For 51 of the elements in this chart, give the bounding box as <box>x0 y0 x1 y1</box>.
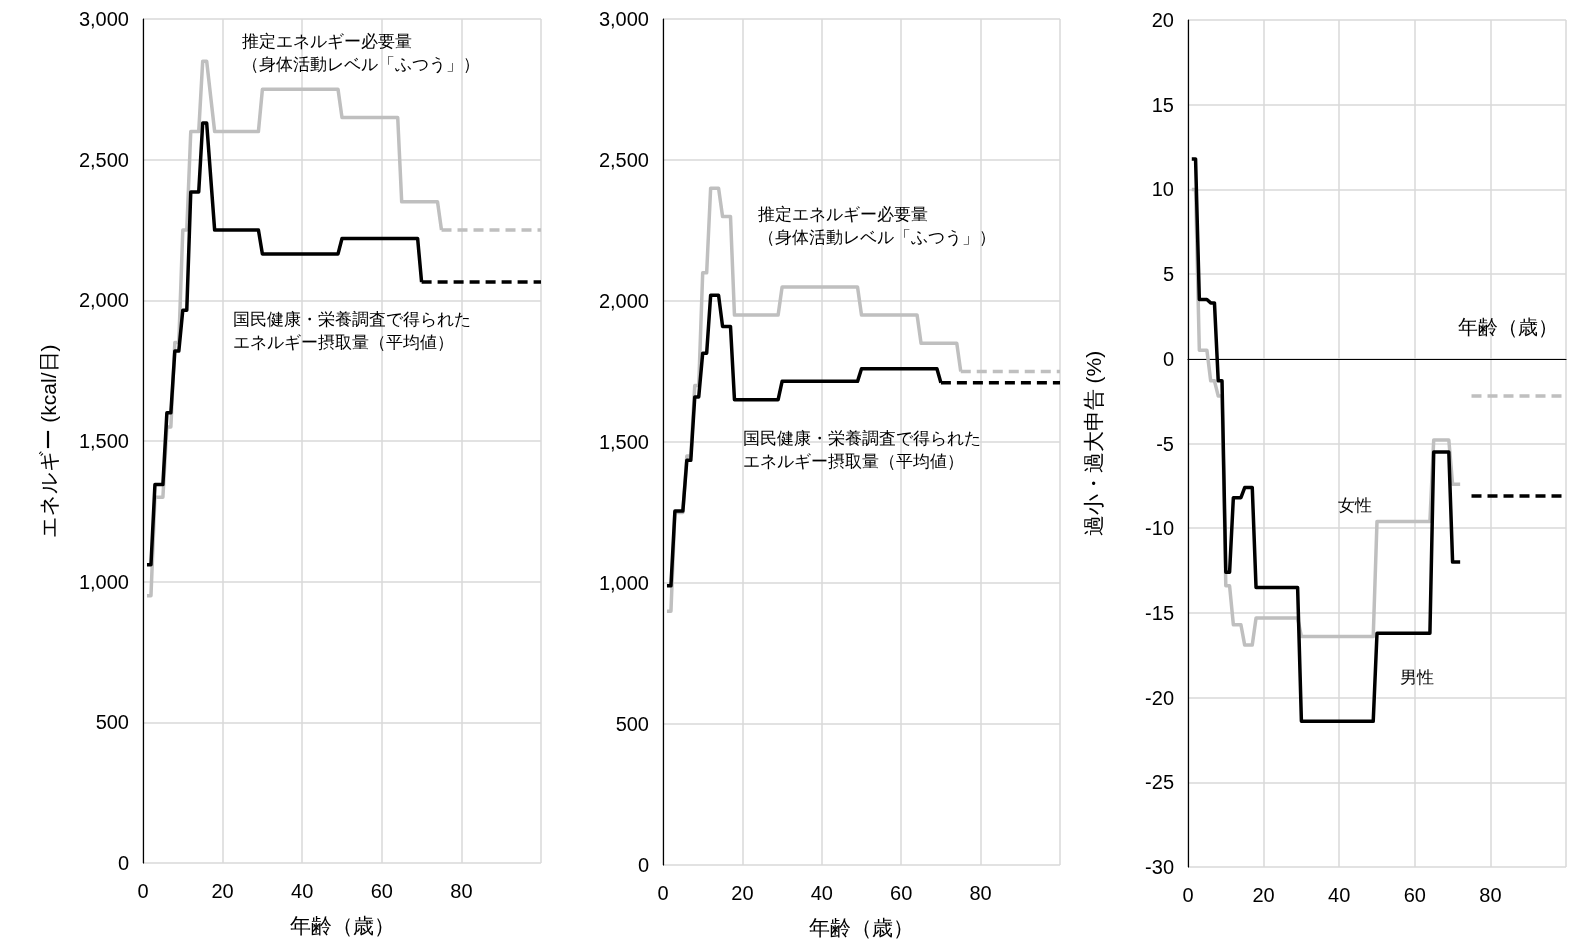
annotation: 推定エネルギー必要量（身体活動レベル「ふつう」） <box>758 205 996 247</box>
y-tick-label: -5 <box>1156 432 1174 455</box>
x-tick-label: 20 <box>731 882 754 904</box>
y-tick-label: 1,000 <box>78 570 129 593</box>
x-tick-label: 60 <box>1403 884 1426 906</box>
x-tick-label: 20 <box>1252 884 1275 906</box>
y-axis-title: 過小・過大申告 (%) <box>1082 350 1105 537</box>
y-tick-label: -30 <box>1145 856 1174 878</box>
x-tick-label: 60 <box>370 880 393 902</box>
x-tick-label: 0 <box>657 882 669 904</box>
y-tick-label: -15 <box>1145 601 1174 624</box>
x-tick-label: 20 <box>211 880 234 902</box>
x-axis-title: 年齢（歳） <box>809 916 914 939</box>
y-tick-label: 0 <box>117 852 129 874</box>
y-tick-label: 5 <box>1162 263 1174 286</box>
y-tick-label: -25 <box>1145 771 1174 794</box>
y-tick-label: 3,000 <box>598 8 649 30</box>
x-tick-label: 40 <box>1328 884 1351 906</box>
x-tick-label: 0 <box>137 880 149 902</box>
x-tick-label: 80 <box>1479 884 1502 906</box>
x-tick-label: 60 <box>890 882 913 904</box>
y-tick-label: 10 <box>1151 178 1174 201</box>
y-tick-label: 1,000 <box>598 572 649 594</box>
annotation: 女性 <box>1338 495 1372 515</box>
y-tick-label: 1,500 <box>78 430 129 452</box>
annotation: 推定エネルギー必要量（身体活動レベル「ふつう」） <box>242 32 480 74</box>
annotation: 男性 <box>1400 667 1434 687</box>
y-tick-label: 500 <box>615 713 649 735</box>
y-tick-label: 0 <box>1162 347 1174 370</box>
annotation: 国民健康・栄養調査で得られたエネルギー摂取量（平均値） <box>743 429 981 471</box>
y-axis-title: エネルギー (kcal/日) <box>37 344 60 538</box>
y-tick-label: 15 <box>1151 93 1174 116</box>
y-tick-label: 2,000 <box>598 290 649 312</box>
y-tick-label: 500 <box>95 711 129 734</box>
y-tick-label: 1,500 <box>598 431 649 453</box>
x-tick-label: 80 <box>450 880 473 902</box>
y-tick-label: 3,000 <box>78 8 129 30</box>
x-axis-title: 年齢（歳） <box>289 914 395 937</box>
y-tick-label: 0 <box>637 854 649 876</box>
annotation: 国民健康・栄養調査で得られたエネルギー摂取量（平均値） <box>233 310 471 352</box>
y-tick-label: -20 <box>1145 686 1174 709</box>
x-axis-title: 年齢（歳） <box>1458 315 1558 338</box>
y-tick-label: 2,000 <box>78 289 129 312</box>
y-tick-label: 20 <box>1151 9 1174 31</box>
x-tick-label: 40 <box>810 882 833 904</box>
x-tick-label: 40 <box>291 880 314 902</box>
x-tick-label: 0 <box>1182 884 1194 906</box>
y-tick-label: -10 <box>1145 517 1174 540</box>
x-tick-label: 80 <box>969 882 992 904</box>
y-tick-label: 2,500 <box>78 148 129 171</box>
y-tick-label: 2,500 <box>598 149 649 171</box>
